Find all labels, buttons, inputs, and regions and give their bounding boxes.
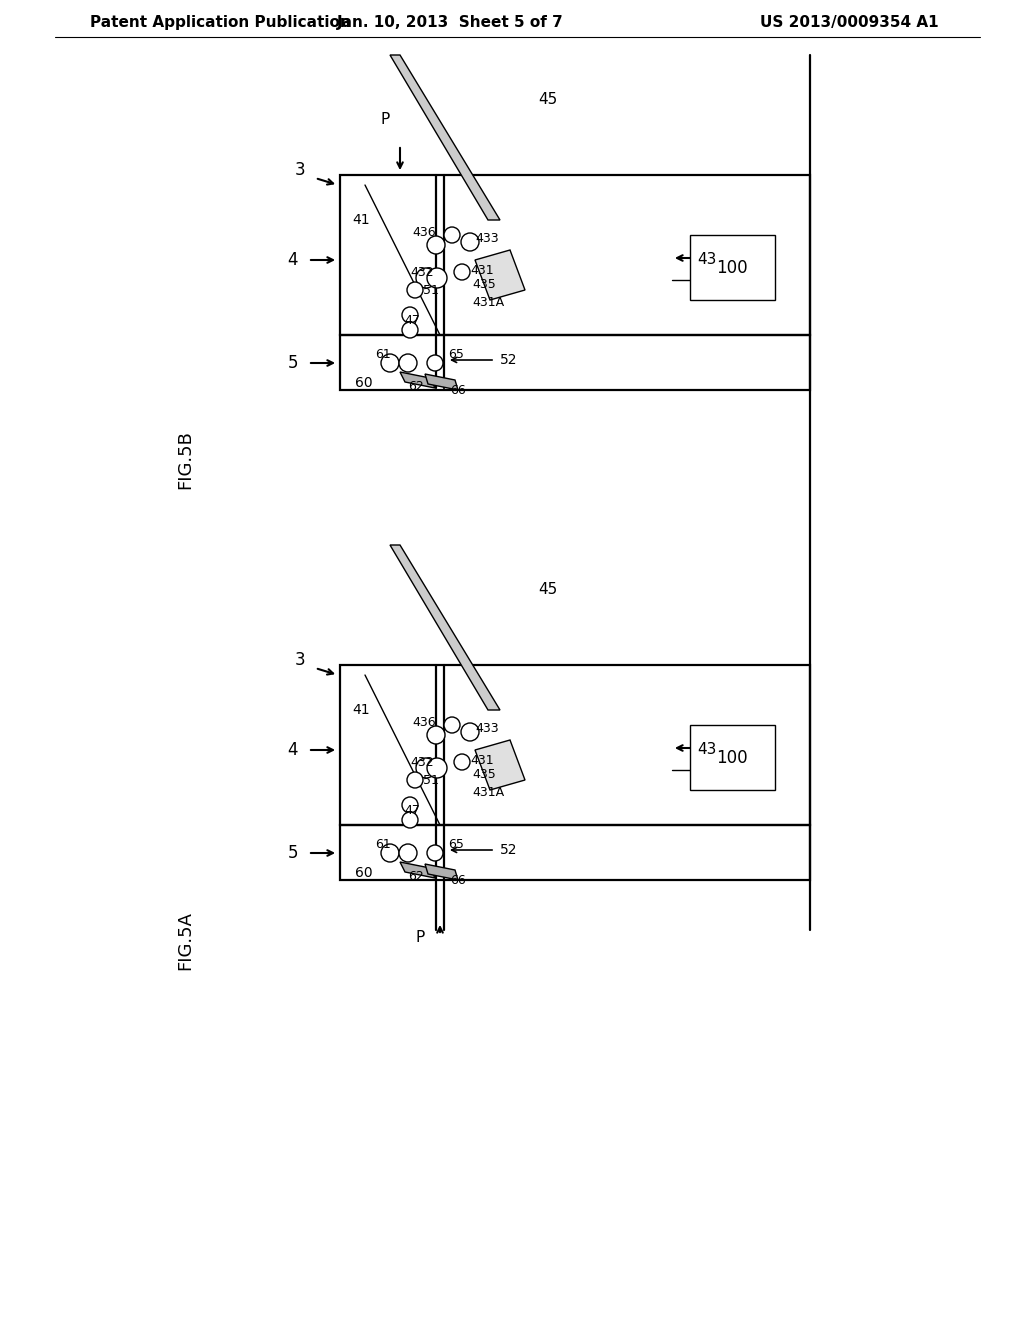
Text: FIG.5A: FIG.5A — [176, 911, 194, 969]
Circle shape — [444, 227, 460, 243]
Circle shape — [416, 268, 436, 288]
Circle shape — [407, 772, 423, 788]
Bar — [340, 335, 810, 389]
Text: 432: 432 — [410, 755, 433, 768]
Text: 43: 43 — [697, 252, 717, 268]
Polygon shape — [475, 249, 525, 300]
Text: US 2013/0009354 A1: US 2013/0009354 A1 — [760, 15, 939, 29]
Text: 52: 52 — [500, 843, 517, 857]
Polygon shape — [400, 862, 435, 878]
Text: FIG.5B: FIG.5B — [176, 430, 194, 490]
Text: 60: 60 — [355, 866, 373, 880]
Text: 41: 41 — [352, 704, 370, 717]
Circle shape — [427, 726, 445, 744]
Polygon shape — [425, 374, 458, 389]
Text: 431A: 431A — [472, 785, 504, 799]
Text: 5: 5 — [288, 354, 298, 372]
Circle shape — [427, 758, 447, 777]
Circle shape — [402, 797, 418, 813]
Text: 47: 47 — [404, 804, 420, 817]
Bar — [340, 825, 810, 880]
Text: 62: 62 — [408, 870, 424, 883]
Text: 65: 65 — [449, 347, 464, 360]
Text: 433: 433 — [475, 231, 499, 244]
Polygon shape — [400, 372, 435, 388]
Circle shape — [444, 717, 460, 733]
Text: 431: 431 — [470, 754, 494, 767]
Circle shape — [461, 723, 479, 741]
Circle shape — [407, 282, 423, 298]
Text: Patent Application Publication: Patent Application Publication — [90, 15, 351, 29]
Bar — [340, 176, 810, 335]
Text: P: P — [416, 929, 425, 945]
Polygon shape — [390, 55, 500, 220]
Text: 435: 435 — [472, 767, 496, 780]
Text: 5: 5 — [288, 843, 298, 862]
Text: 66: 66 — [450, 874, 466, 887]
Text: 436: 436 — [412, 715, 435, 729]
Text: 4: 4 — [288, 741, 298, 759]
Text: 61: 61 — [375, 347, 391, 360]
Text: 4: 4 — [288, 251, 298, 269]
Circle shape — [399, 354, 417, 372]
Text: 431: 431 — [470, 264, 494, 276]
Text: 435: 435 — [472, 277, 496, 290]
Bar — [690, 235, 775, 300]
Circle shape — [402, 812, 418, 828]
Circle shape — [427, 268, 447, 288]
Text: 45: 45 — [539, 92, 558, 107]
Text: 100: 100 — [716, 259, 748, 277]
Text: P: P — [380, 112, 389, 128]
Circle shape — [454, 754, 470, 770]
Bar — [340, 665, 810, 825]
Text: 60: 60 — [355, 376, 373, 389]
Text: 100: 100 — [716, 748, 748, 767]
Circle shape — [381, 354, 399, 372]
Text: 61: 61 — [375, 837, 391, 850]
Text: 432: 432 — [410, 265, 433, 279]
Text: 51: 51 — [423, 774, 439, 787]
Bar — [690, 725, 775, 789]
Polygon shape — [425, 865, 458, 880]
Text: 41: 41 — [352, 213, 370, 227]
Circle shape — [381, 843, 399, 862]
Text: 47: 47 — [404, 314, 420, 326]
Circle shape — [427, 355, 443, 371]
Text: Jan. 10, 2013  Sheet 5 of 7: Jan. 10, 2013 Sheet 5 of 7 — [337, 15, 563, 29]
Circle shape — [416, 758, 436, 777]
Text: 51: 51 — [423, 284, 439, 297]
Text: 433: 433 — [475, 722, 499, 734]
Text: 43: 43 — [697, 742, 717, 758]
Circle shape — [427, 845, 443, 861]
Text: 431A: 431A — [472, 296, 504, 309]
Circle shape — [399, 843, 417, 862]
Circle shape — [454, 264, 470, 280]
Text: 3: 3 — [295, 161, 305, 180]
Text: 52: 52 — [500, 352, 517, 367]
Text: 45: 45 — [539, 582, 558, 598]
Text: 3: 3 — [295, 651, 305, 669]
Text: 65: 65 — [449, 837, 464, 850]
Text: 436: 436 — [412, 226, 435, 239]
Text: 66: 66 — [450, 384, 466, 396]
Polygon shape — [390, 545, 500, 710]
Circle shape — [402, 308, 418, 323]
Polygon shape — [475, 741, 525, 789]
Circle shape — [402, 322, 418, 338]
Circle shape — [461, 234, 479, 251]
Circle shape — [427, 236, 445, 253]
Text: 62: 62 — [408, 380, 424, 392]
